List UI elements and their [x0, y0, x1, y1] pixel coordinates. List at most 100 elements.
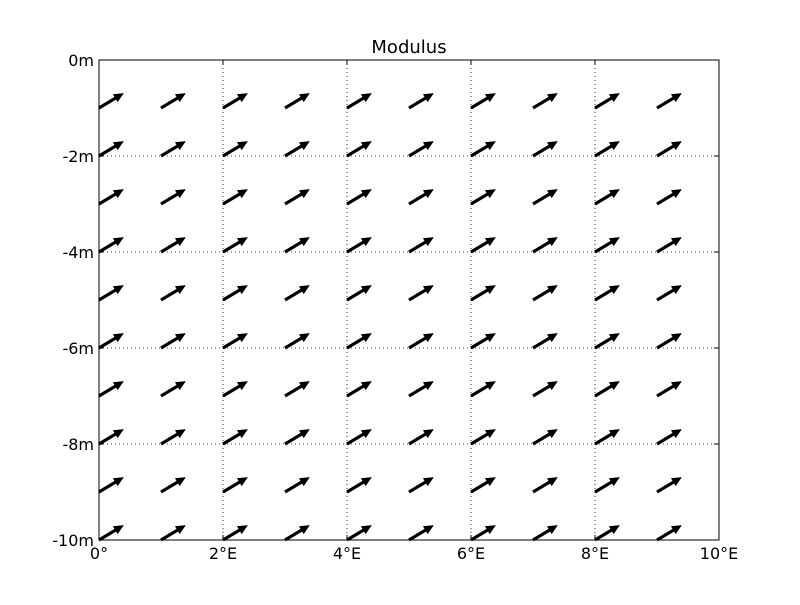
vector-arrows: [98, 93, 682, 542]
vector-arrow: [594, 93, 620, 110]
vector-arrow: [408, 141, 434, 158]
vector-arrow: [346, 285, 372, 302]
vector-arrow: [408, 381, 434, 398]
vector-arrow: [656, 189, 682, 206]
vector-arrow: [532, 381, 558, 398]
vector-arrow: [532, 429, 558, 446]
vector-arrow: [408, 285, 434, 302]
vector-arrow: [346, 141, 372, 158]
vector-arrow: [160, 93, 186, 110]
vector-arrow: [222, 189, 248, 206]
vector-arrow: [656, 237, 682, 254]
axis-ticks: 0° 2°E 4°E 6°E 8°E 10°E 0m -2m -4m -6m -8m -10m: [52, 51, 738, 563]
y-tick-label: -10m: [52, 531, 94, 550]
vector-arrow: [408, 189, 434, 206]
vector-arrow: [222, 477, 248, 494]
vector-arrow: [346, 381, 372, 398]
y-tick-label: 0m: [68, 51, 94, 70]
vector-arrow: [284, 333, 310, 350]
vector-arrow: [98, 381, 124, 398]
vector-arrow: [346, 189, 372, 206]
vector-arrow: [656, 381, 682, 398]
vector-arrow: [408, 525, 434, 542]
vector-arrow: [594, 285, 620, 302]
vector-arrow: [160, 141, 186, 158]
vector-arrow: [532, 477, 558, 494]
vector-arrow: [222, 429, 248, 446]
vector-arrow: [222, 333, 248, 350]
vector-arrow: [470, 237, 496, 254]
vector-arrow: [346, 237, 372, 254]
y-tick-label: -6m: [62, 339, 94, 358]
vector-arrow: [222, 285, 248, 302]
vector-arrow: [594, 429, 620, 446]
vector-arrow: [470, 525, 496, 542]
vector-arrow: [346, 477, 372, 494]
x-tick-label: 0°: [90, 544, 108, 563]
vector-arrow: [98, 429, 124, 446]
vector-arrow: [98, 141, 124, 158]
vector-arrow: [594, 477, 620, 494]
vector-arrow: [98, 189, 124, 206]
vector-arrow: [284, 429, 310, 446]
vector-arrow: [470, 285, 496, 302]
vector-arrow: [470, 381, 496, 398]
vector-arrow: [656, 141, 682, 158]
vector-arrow: [346, 429, 372, 446]
vector-arrow: [594, 141, 620, 158]
y-tick-label: -4m: [62, 243, 94, 262]
vector-arrow: [346, 525, 372, 542]
vector-arrow: [656, 525, 682, 542]
vector-arrow: [160, 237, 186, 254]
vector-arrow: [594, 189, 620, 206]
vector-arrow: [532, 237, 558, 254]
vector-arrow: [532, 189, 558, 206]
x-tick-label: 8°E: [581, 544, 609, 563]
vector-arrow: [470, 333, 496, 350]
vector-arrow: [408, 237, 434, 254]
vector-arrow: [656, 285, 682, 302]
vector-arrow: [160, 285, 186, 302]
vector-arrow: [346, 93, 372, 110]
vector-arrow: [532, 525, 558, 542]
vector-arrow: [470, 189, 496, 206]
vector-arrow: [656, 93, 682, 110]
vector-arrow: [594, 333, 620, 350]
vector-arrow: [594, 237, 620, 254]
vector-arrow: [160, 429, 186, 446]
vector-arrow: [470, 141, 496, 158]
vector-arrow: [408, 333, 434, 350]
x-tick-label: 4°E: [333, 544, 361, 563]
vector-arrow: [594, 381, 620, 398]
x-tick-label: 2°E: [209, 544, 237, 563]
vector-arrow: [284, 141, 310, 158]
y-tick-label: -2m: [62, 147, 94, 166]
vector-arrow: [160, 381, 186, 398]
vector-arrow: [98, 333, 124, 350]
vector-arrow: [222, 237, 248, 254]
x-tick-label: 10°E: [700, 544, 738, 563]
vector-arrow: [98, 237, 124, 254]
vector-arrow: [532, 141, 558, 158]
vector-arrow: [656, 429, 682, 446]
chart-title: Modulus: [371, 37, 446, 58]
vector-arrow: [160, 189, 186, 206]
vector-arrow: [222, 93, 248, 110]
vector-arrow: [160, 477, 186, 494]
vector-arrow: [656, 333, 682, 350]
vector-arrow: [532, 93, 558, 110]
x-tick-label: 6°E: [457, 544, 485, 563]
vector-arrow: [284, 381, 310, 398]
vector-arrow: [470, 477, 496, 494]
vector-arrow: [408, 93, 434, 110]
vector-arrow: [532, 333, 558, 350]
vector-arrow: [346, 333, 372, 350]
vector-arrow: [284, 237, 310, 254]
y-tick-label: -8m: [62, 435, 94, 454]
vector-arrow: [594, 525, 620, 542]
vector-arrow: [160, 525, 186, 542]
vector-arrow: [98, 93, 124, 110]
vector-arrow: [284, 477, 310, 494]
